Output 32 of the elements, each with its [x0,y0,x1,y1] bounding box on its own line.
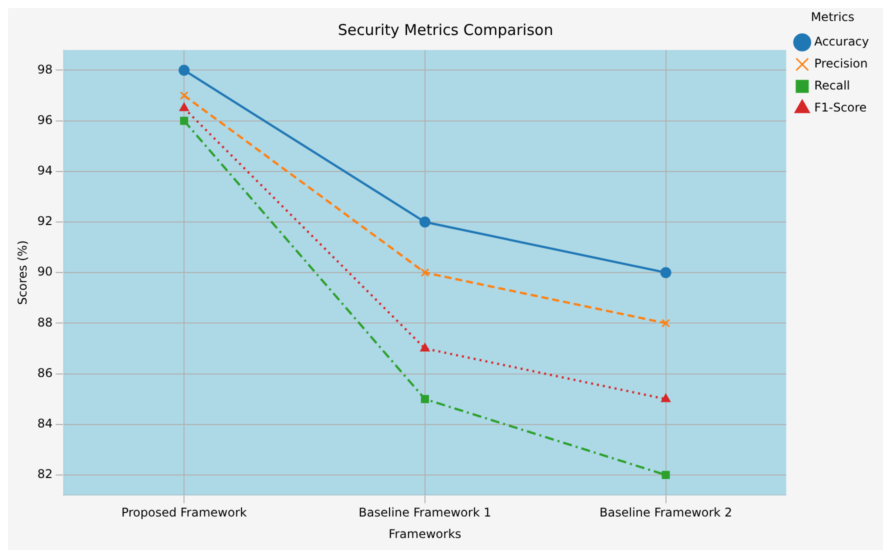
y-tick-label: 88 [37,315,53,330]
chart-title: Security Metrics Comparison [338,20,554,39]
y-tick-label: 82 [37,467,53,482]
point [662,318,670,328]
legend-label: Accuracy [814,34,870,49]
y-axis-title: Scores (%) [15,240,30,305]
point [420,268,430,277]
point [178,64,190,76]
point [419,216,430,228]
point [420,342,430,352]
x-tick-label: Baseline Framework 1 [358,506,492,520]
y-tick-label: 86 [37,366,53,380]
x-tick-label: Baseline Framework 2 [600,506,732,520]
y-tick-label: 94 [37,164,53,178]
point [180,91,188,100]
y-tick-label: 96 [37,112,53,127]
point [660,394,671,402]
point [662,470,670,479]
y-tick-label: 84 [37,416,53,430]
y-tick-label: 98 [37,62,53,76]
y-tick-label: 90 [37,264,53,279]
point [660,267,672,278]
point [180,116,188,125]
point [420,395,429,404]
legend-label: Recall [814,78,850,93]
legend-label: F1-Score [814,100,867,115]
x-axis-title: Frameworks [388,526,462,541]
y-tick-label: 92 [37,214,53,228]
point [179,102,189,112]
legend-label: Precision [814,56,868,71]
legend-title: Metrics [810,10,854,24]
x-tick-label: Proposed Framework [121,506,247,520]
